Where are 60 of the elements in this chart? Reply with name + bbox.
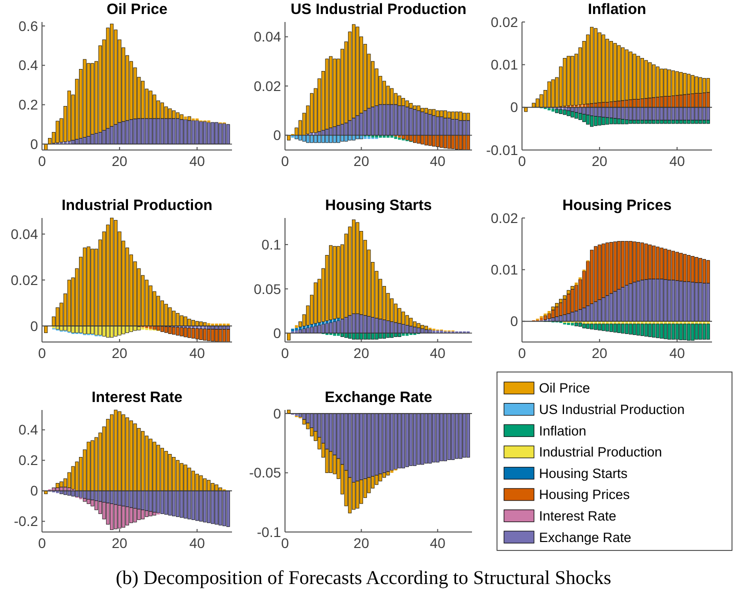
x-tick-label: 20 [112,345,128,361]
y-tick-label: 0 [30,482,38,499]
chart-title: Oil Price [106,1,168,18]
y-tick-label: -0.05 [249,464,282,481]
y-tick-label: 0 [273,405,282,422]
legend-label: Oil Price [539,380,590,396]
y-tick-label: 0 [510,313,518,330]
x-tick-label: 20 [592,153,608,169]
legend-label: US Industrial Production [539,402,685,418]
legend-label: Interest Rate [539,508,616,524]
y-tick-label: 0 [510,99,518,116]
y-tick-label: 0.02 [490,210,518,226]
y-tick-label: 0.4 [18,422,38,438]
y-tick-label: 0 [30,318,38,334]
legend-label: Industrial Production [539,444,662,460]
y-tick-label: -0.01 [486,142,518,158]
y-tick-label: -0.2 [14,513,38,530]
x-tick-label: 20 [112,153,128,169]
y-tick-label: 0.02 [254,78,282,94]
x-tick-label: 20 [354,535,370,551]
x-tick-label: 40 [189,535,206,551]
x-tick-label: 20 [112,535,128,551]
y-tick-label: 0.05 [254,280,282,297]
chart-title: US Industrial Production [290,1,466,18]
x-tick-label: 20 [354,153,370,169]
x-tick-label: 40 [430,153,446,169]
chart-title: Inflation [588,1,646,18]
chart-title: Housing Prices [562,197,672,214]
legend-label: Housing Prices [539,487,630,502]
x-tick-label: 40 [430,345,446,361]
y-tick-label: 0.02 [10,272,38,288]
y-tick-label: 0.6 [18,18,38,34]
legend-label: Exchange Rate [539,530,632,545]
y-tick-label: -0.1 [256,524,282,540]
y-tick-label: 0.2 [18,452,38,468]
y-tick-label: 0.4 [18,57,38,74]
x-tick-label: 40 [189,345,206,361]
x-tick-label: 40 [669,153,686,169]
y-tick-label: 0 [273,325,282,342]
y-tick-label: 0.04 [254,28,282,45]
x-tick-label: 20 [354,345,370,361]
x-tick-label: 20 [592,345,608,361]
legend-label: Housing Starts [539,466,628,481]
y-tick-label: 0.01 [490,56,518,73]
y-tick-label: 0.02 [490,14,518,30]
x-tick-label: 40 [430,535,446,551]
legend-label: Inflation [539,423,586,438]
y-tick-label: 0.04 [10,226,38,242]
y-tick-label: 0 [30,136,38,152]
y-tick-label: 0.01 [490,262,518,278]
y-tick-label: 0.1 [262,236,282,252]
y-tick-label: 0.2 [18,96,38,113]
chart-title: Housing Starts [325,197,432,214]
chart-title: Exchange Rate [324,389,432,406]
text: (b) Decomposition of Forecasts According to Structural Shocks [116,568,612,589]
chart-title: Interest Rate [92,389,182,406]
x-tick-label: 40 [189,153,206,169]
chart-title: Industrial Production [62,197,212,214]
y-tick-label: 0 [273,127,282,144]
x-tick-label: 40 [669,345,686,361]
